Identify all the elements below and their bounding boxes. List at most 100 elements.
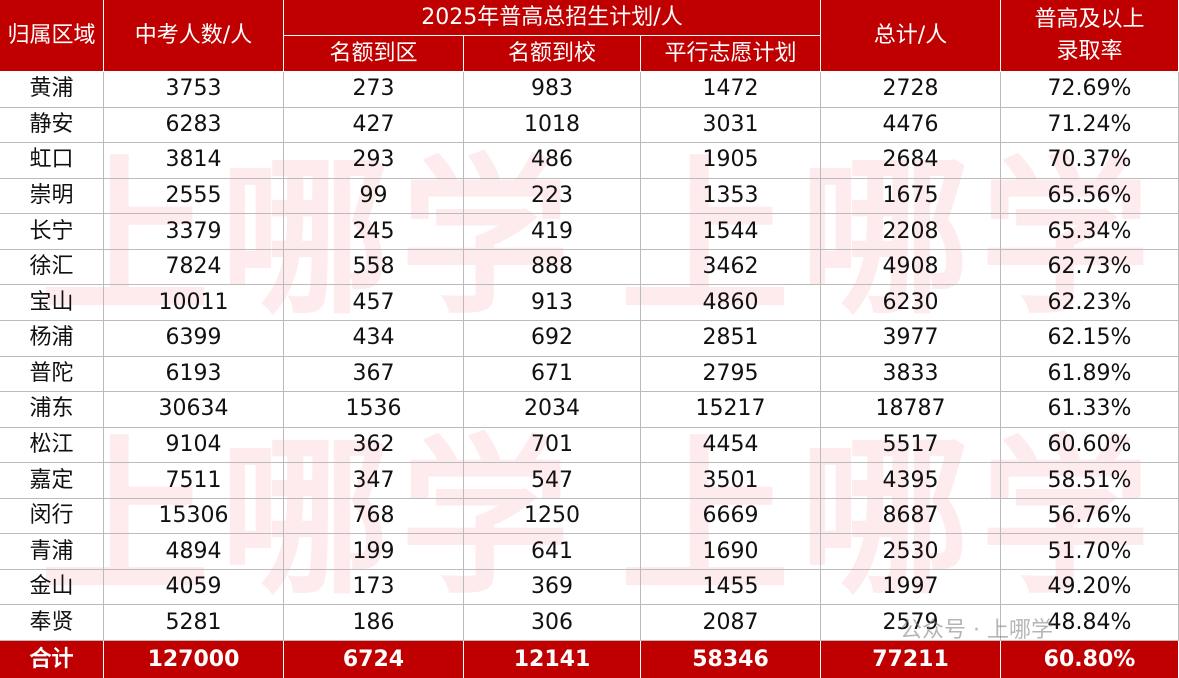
total-cell: 77211 <box>821 641 1001 678</box>
data-cell: 2555 <box>104 178 284 215</box>
data-cell: 1536 <box>284 392 464 428</box>
region-cell: 嘉定 <box>0 463 104 499</box>
region-cell: 杨浦 <box>0 320 104 357</box>
data-cell: 1997 <box>821 569 1001 606</box>
data-cell: 2795 <box>641 356 821 393</box>
region-cell: 金山 <box>0 569 104 606</box>
data-cell: 3814 <box>104 143 284 179</box>
data-cell: 4894 <box>104 534 284 570</box>
data-cell: 3833 <box>821 356 1001 393</box>
data-cell: 427 <box>284 107 464 144</box>
data-cell: 558 <box>284 249 464 286</box>
data-cell: 4395 <box>821 463 1001 499</box>
data-cell: 49.20% <box>1001 569 1179 606</box>
data-cell: 3753 <box>104 72 284 108</box>
data-cell: 2684 <box>821 143 1001 179</box>
data-cell: 2034 <box>464 392 641 428</box>
data-cell: 2087 <box>641 605 821 641</box>
header-cell: 普高及以上 录取率 <box>1001 0 1179 72</box>
data-cell: 434 <box>284 320 464 357</box>
data-cell: 4454 <box>641 427 821 464</box>
data-cell: 347 <box>284 463 464 499</box>
data-cell: 4059 <box>104 569 284 606</box>
data-cell: 99 <box>284 178 464 215</box>
data-cell: 1018 <box>464 107 641 144</box>
data-cell: 6669 <box>641 498 821 535</box>
data-cell: 888 <box>464 249 641 286</box>
region-cell: 静安 <box>0 107 104 144</box>
data-cell: 547 <box>464 463 641 499</box>
data-cell: 692 <box>464 320 641 357</box>
data-cell: 15306 <box>104 498 284 535</box>
region-cell: 长宁 <box>0 214 104 250</box>
header-cell: 名额到区 <box>284 36 464 72</box>
data-cell: 8687 <box>821 498 1001 535</box>
data-cell: 62.73% <box>1001 249 1179 286</box>
data-cell: 913 <box>464 285 641 321</box>
region-cell: 黄浦 <box>0 72 104 108</box>
data-cell: 7511 <box>104 463 284 499</box>
data-cell: 641 <box>464 534 641 570</box>
region-cell: 奉贤 <box>0 605 104 641</box>
data-cell: 56.76% <box>1001 498 1179 535</box>
data-cell: 362 <box>284 427 464 464</box>
data-cell: 3031 <box>641 107 821 144</box>
header-group: 2025年普高总招生计划/人 <box>284 0 821 36</box>
region-cell: 徐汇 <box>0 249 104 286</box>
data-cell: 71.24% <box>1001 107 1179 144</box>
data-cell: 3977 <box>821 320 1001 357</box>
header-cell: 总计/人 <box>821 0 1001 72</box>
data-cell: 1675 <box>821 178 1001 215</box>
data-cell: 58.51% <box>1001 463 1179 499</box>
data-cell: 48.84% <box>1001 605 1179 641</box>
data-cell: 61.33% <box>1001 392 1179 428</box>
region-cell: 浦东 <box>0 392 104 428</box>
data-cell: 5517 <box>821 427 1001 464</box>
data-cell: 70.37% <box>1001 143 1179 179</box>
data-cell: 60.60% <box>1001 427 1179 464</box>
data-cell: 65.56% <box>1001 178 1179 215</box>
data-cell: 245 <box>284 214 464 250</box>
data-cell: 10011 <box>104 285 284 321</box>
data-cell: 7824 <box>104 249 284 286</box>
data-cell: 2530 <box>821 534 1001 570</box>
data-cell: 199 <box>284 534 464 570</box>
data-cell: 186 <box>284 605 464 641</box>
data-cell: 62.23% <box>1001 285 1179 321</box>
total-cell: 127000 <box>104 641 284 678</box>
data-cell: 1250 <box>464 498 641 535</box>
data-cell: 1472 <box>641 72 821 108</box>
header-cell: 归属区域 <box>0 0 104 72</box>
region-cell: 松江 <box>0 427 104 464</box>
data-cell: 15217 <box>641 392 821 428</box>
data-cell: 701 <box>464 427 641 464</box>
header-cell: 平行志愿计划 <box>641 36 821 72</box>
data-cell: 6283 <box>104 107 284 144</box>
data-cell: 1690 <box>641 534 821 570</box>
data-cell: 273 <box>284 72 464 108</box>
region-cell: 崇明 <box>0 178 104 215</box>
data-cell: 18787 <box>821 392 1001 428</box>
data-cell: 2579 <box>821 605 1001 641</box>
data-cell: 293 <box>284 143 464 179</box>
data-cell: 367 <box>284 356 464 393</box>
header-cell: 中考人数/人 <box>104 0 284 72</box>
region-cell: 普陀 <box>0 356 104 393</box>
total-cell: 60.80% <box>1001 641 1179 678</box>
data-cell: 1544 <box>641 214 821 250</box>
data-cell: 486 <box>464 143 641 179</box>
data-cell: 223 <box>464 178 641 215</box>
total-cell: 6724 <box>284 641 464 678</box>
total-cell: 合计 <box>0 641 104 678</box>
data-cell: 2851 <box>641 320 821 357</box>
data-cell: 72.69% <box>1001 72 1179 108</box>
data-cell: 1455 <box>641 569 821 606</box>
data-cell: 3462 <box>641 249 821 286</box>
footer-mark: 公众号 · 上哪学 <box>900 618 1053 643</box>
data-cell: 173 <box>284 569 464 606</box>
data-cell: 4860 <box>641 285 821 321</box>
data-cell: 306 <box>464 605 641 641</box>
data-cell: 768 <box>284 498 464 535</box>
data-cell: 3501 <box>641 463 821 499</box>
